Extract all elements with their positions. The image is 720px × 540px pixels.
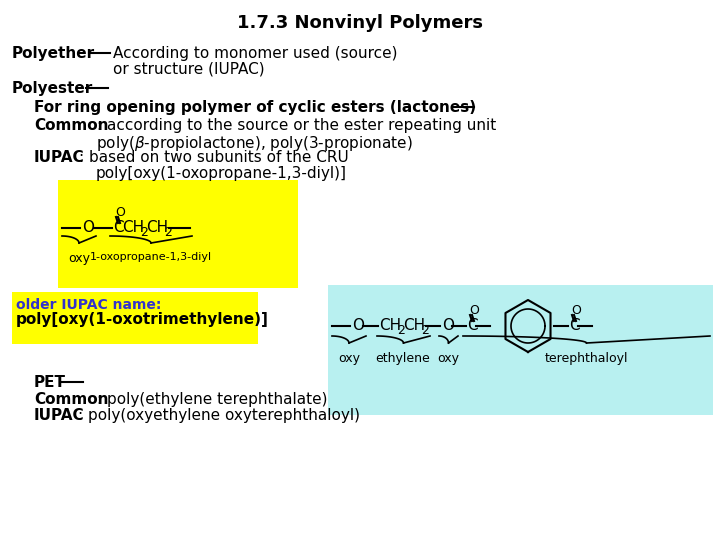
Text: 2: 2 [421, 323, 429, 336]
Text: : poly(ethylene terephthalate): : poly(ethylene terephthalate) [97, 392, 328, 407]
Text: 2: 2 [164, 226, 172, 239]
Text: : poly(oxyethylene oxyterephthaloyl): : poly(oxyethylene oxyterephthaloyl) [78, 408, 360, 423]
Text: O: O [571, 303, 581, 316]
Text: oxy: oxy [338, 352, 360, 365]
Text: O: O [82, 220, 94, 235]
Text: poly[oxy(1-oxopropane-1,3-diyl)]: poly[oxy(1-oxopropane-1,3-diyl)] [96, 166, 347, 181]
Text: Common: Common [34, 118, 109, 133]
Text: C: C [467, 319, 477, 334]
Text: IUPAC: IUPAC [34, 150, 85, 165]
Text: O: O [442, 319, 454, 334]
Text: CH: CH [146, 220, 168, 235]
Text: 2: 2 [140, 226, 148, 239]
Text: C: C [569, 319, 580, 334]
Text: oxy: oxy [68, 252, 90, 265]
Text: O: O [352, 319, 364, 334]
Text: CH: CH [379, 319, 401, 334]
Text: For ring opening polymer of cyclic esters (lactones): For ring opening polymer of cyclic ester… [34, 100, 476, 115]
FancyBboxPatch shape [58, 180, 298, 288]
Text: According to monomer used (source): According to monomer used (source) [113, 46, 397, 61]
Text: 1-oxopropane-1,3-diyl: 1-oxopropane-1,3-diyl [90, 252, 212, 262]
Text: Polyether: Polyether [12, 46, 95, 61]
Text: oxy: oxy [437, 352, 459, 365]
Text: 1.7.3 Nonvinyl Polymers: 1.7.3 Nonvinyl Polymers [237, 14, 483, 32]
Text: 2: 2 [397, 323, 405, 336]
Text: O: O [115, 206, 125, 219]
Text: : based on two subunits of the CRU: : based on two subunits of the CRU [79, 150, 348, 165]
Text: Common: Common [34, 392, 109, 407]
Text: poly($\beta$-propiolactone), poly(3-propionate): poly($\beta$-propiolactone), poly(3-prop… [96, 134, 413, 153]
Text: poly[oxy(1-oxotrimethylene)]: poly[oxy(1-oxotrimethylene)] [16, 312, 269, 327]
FancyBboxPatch shape [328, 285, 713, 415]
Text: : according to the source or the ester repeating unit: : according to the source or the ester r… [97, 118, 496, 133]
Text: C: C [113, 220, 124, 235]
Text: CH: CH [403, 319, 425, 334]
Text: ethylene: ethylene [376, 352, 431, 365]
Text: terephthaloyl: terephthaloyl [544, 352, 628, 365]
Text: older IUPAC name:: older IUPAC name: [16, 298, 161, 312]
FancyBboxPatch shape [12, 292, 258, 344]
Text: PET: PET [34, 375, 66, 390]
Text: O: O [469, 303, 479, 316]
Text: CH: CH [122, 220, 144, 235]
Text: Polyester: Polyester [12, 81, 94, 96]
Text: IUPAC: IUPAC [34, 408, 85, 423]
Text: or structure (IUPAC): or structure (IUPAC) [113, 62, 265, 77]
